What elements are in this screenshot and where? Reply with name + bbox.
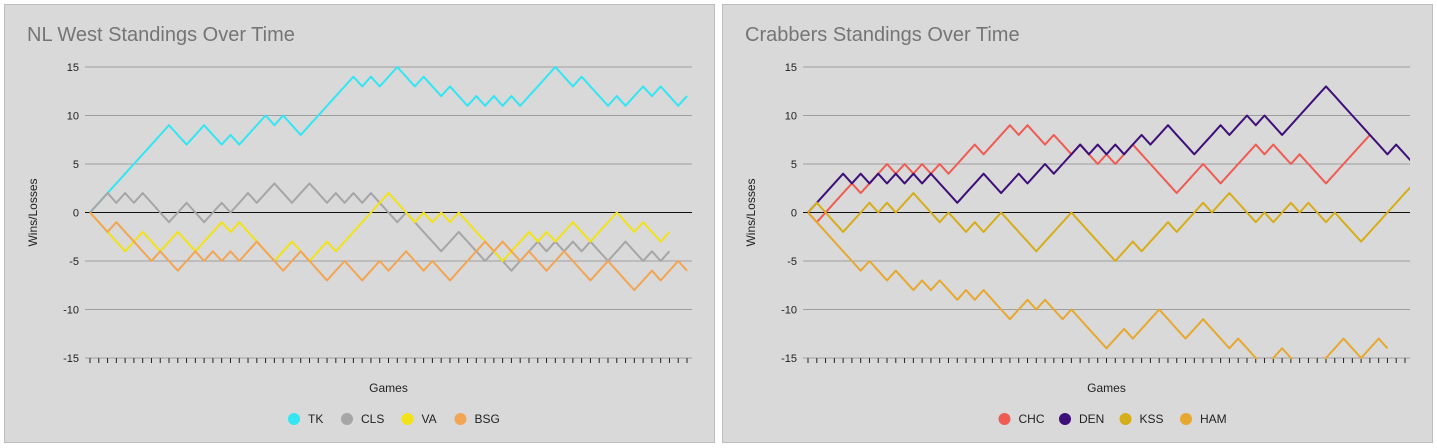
legend-label: CLS (361, 412, 384, 426)
legend-label: DEN (1079, 412, 1104, 426)
series-line-bsg (89, 211, 688, 292)
y-tick-label: 10 (785, 111, 797, 123)
y-axis-title: Wins/Losses (26, 178, 40, 246)
y-tick-label: 5 (73, 159, 79, 171)
legend-swatch (401, 413, 414, 425)
y-tick-label: -15 (781, 353, 797, 365)
legend-swatch (1119, 413, 1132, 425)
chart-panel-nl-west: NL West Standings Over Time 15 10 5 0 -5 -10 -… (4, 4, 715, 443)
chart-title: Crabbers Standings Over Time (745, 24, 1020, 46)
series-line-kss (807, 186, 1410, 262)
legend-swatch (288, 413, 300, 425)
y-tick-label: -15 (63, 353, 79, 365)
legend-label: CHC (1019, 412, 1045, 426)
legend-swatch (1059, 413, 1071, 425)
y-tick-label: 0 (791, 208, 797, 220)
x-axis-title: Games (369, 381, 408, 395)
chart-title: NL West Standings Over Time (27, 24, 295, 46)
y-tick-label: 15 (67, 62, 79, 74)
y-tick-label: 0 (73, 208, 79, 220)
y-axis-title: Wins/Losses (744, 178, 758, 246)
y-tick-label: 10 (67, 111, 79, 123)
legend-swatch (454, 413, 467, 425)
chart-svg: 15 10 5 0 -5 -10 -15 Games Wins/Losses TK CLS VA BSG (26, 62, 692, 426)
y-tick-label: 15 (785, 62, 797, 74)
series-line-va (89, 192, 671, 262)
legend-label: TK (308, 412, 323, 426)
y-tick-label: -5 (69, 256, 79, 268)
series-line-tk (89, 66, 688, 214)
y-tick-label: 5 (791, 159, 797, 171)
legend-label: HAM (1200, 412, 1227, 426)
legend-swatch (341, 413, 353, 425)
series-line-ham (807, 211, 1389, 359)
legend-swatch (1180, 413, 1192, 425)
y-tick-label: -10 (63, 305, 79, 317)
x-axis-title: Games (1087, 381, 1126, 395)
chart-svg: 15 10 5 0 -5 -10 -15 Games Wins/Losses CHC DEN KSS H… (744, 62, 1410, 426)
legend-label: KSS (1140, 412, 1164, 426)
chart-panel-crabbers: Crabbers Standings Over Time 15 10 5 0 -5 -10… (722, 4, 1433, 443)
y-tick-label: -10 (781, 305, 797, 317)
series-line-cls (89, 182, 671, 272)
legend-label: VA (422, 412, 437, 426)
series-line-den (807, 85, 1410, 214)
legend-swatch (998, 413, 1011, 425)
legend-label: BSG (475, 412, 500, 426)
y-tick-label: -5 (787, 256, 797, 268)
